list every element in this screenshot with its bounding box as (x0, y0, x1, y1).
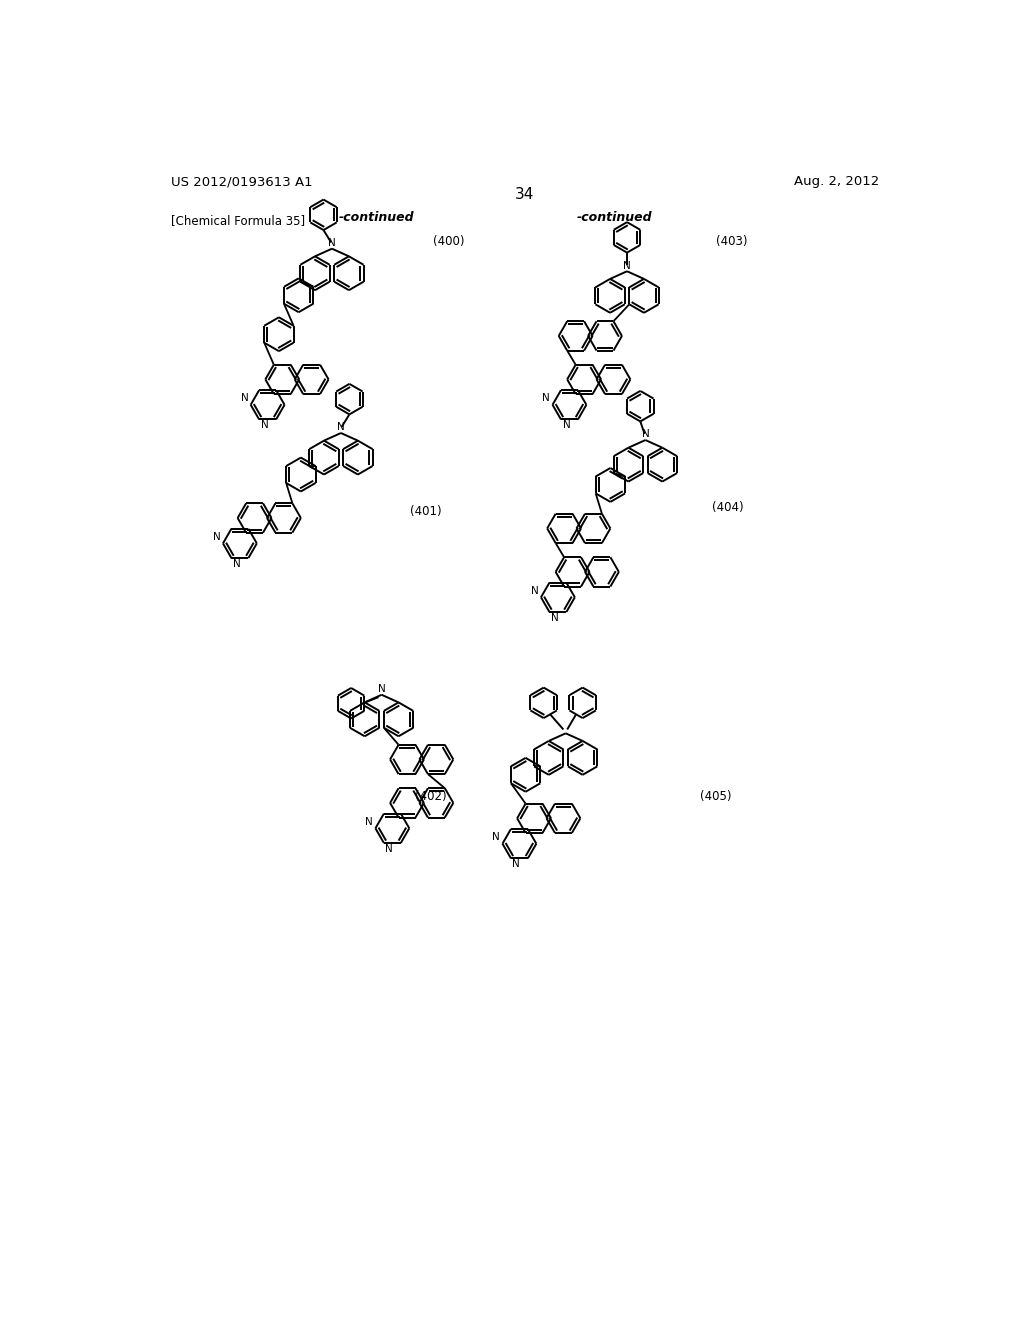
Text: (403): (403) (716, 235, 748, 248)
Text: (401): (401) (410, 506, 441, 517)
Text: 34: 34 (515, 187, 535, 202)
Text: (405): (405) (700, 789, 732, 803)
Text: -continued: -continued (339, 211, 414, 224)
Text: N: N (493, 832, 500, 842)
Text: N: N (337, 422, 345, 432)
Text: N: N (328, 238, 336, 248)
Text: (404): (404) (712, 502, 743, 513)
Text: N: N (551, 612, 559, 623)
Text: -continued: -continued (578, 211, 652, 224)
Text: N: N (213, 532, 220, 543)
Text: N: N (512, 859, 520, 869)
Text: N: N (641, 429, 649, 440)
Text: N: N (261, 420, 268, 430)
Text: N: N (530, 586, 539, 595)
Text: N: N (543, 393, 550, 404)
Text: US 2012/0193613 A1: US 2012/0193613 A1 (171, 176, 312, 189)
Text: N: N (241, 393, 249, 404)
Text: Aug. 2, 2012: Aug. 2, 2012 (794, 176, 879, 189)
Text: N: N (233, 558, 241, 569)
Text: N: N (562, 420, 570, 430)
Text: N: N (366, 817, 373, 826)
Text: (400): (400) (433, 235, 465, 248)
Text: (402): (402) (416, 789, 447, 803)
Text: [Chemical Formula 35]: [Chemical Formula 35] (171, 214, 305, 227)
Text: N: N (385, 843, 393, 854)
Text: N: N (378, 684, 385, 694)
Text: N: N (624, 260, 631, 271)
